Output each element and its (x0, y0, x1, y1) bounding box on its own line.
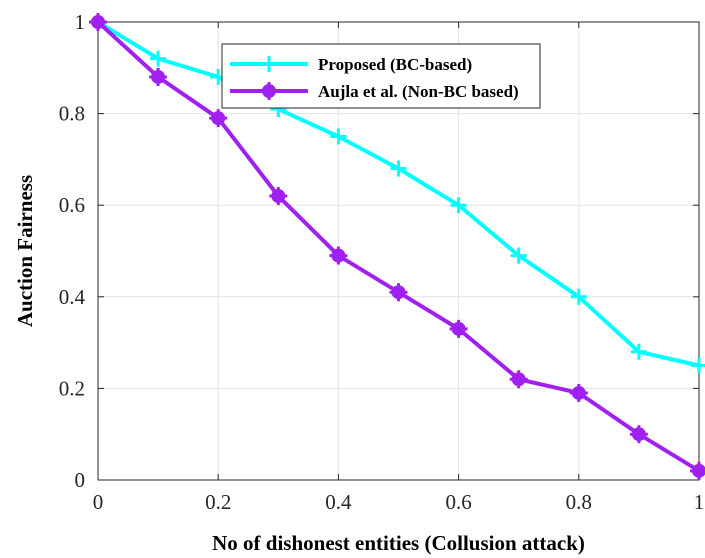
data-point-series-2 (389, 283, 408, 302)
y-tick-label: 1 (75, 10, 86, 34)
y-tick-label: 0 (75, 468, 86, 492)
legend: Proposed (BC-based) Aujla et al. (Non-BC … (221, 43, 541, 109)
y-tick-label: 0.2 (59, 376, 85, 400)
legend-marker (261, 56, 277, 72)
data-point-series-1 (150, 50, 167, 67)
data-point-series-2 (569, 383, 588, 402)
x-tick-label: 0.6 (445, 490, 471, 514)
data-point-series-1 (450, 197, 467, 214)
data-point-series-2 (209, 109, 228, 128)
legend-entry-label: Proposed (BC-based) (318, 55, 472, 74)
x-axis-title: No of dishonest entities (Collusion atta… (212, 531, 585, 555)
x-tick-label: 0.4 (325, 490, 352, 514)
x-tick-label: 0.8 (566, 490, 592, 514)
legend-entry-label: Aujla et al. (Non-BC based) (318, 82, 519, 101)
data-point-series-2 (149, 67, 168, 86)
legend-marker (260, 82, 278, 100)
data-point-series-2 (690, 461, 705, 480)
data-point-series-1 (390, 160, 407, 177)
data-point-series-2 (269, 187, 288, 206)
data-point-series-2 (329, 246, 348, 265)
x-tick-label: 0.2 (205, 490, 231, 514)
plot-frame (97, 21, 700, 481)
data-point-series-2 (89, 13, 107, 31)
data-point-series-1 (570, 288, 587, 305)
x-tick-label: 0 (93, 490, 104, 514)
legend-box (221, 43, 541, 109)
data-point-series-1 (330, 128, 347, 145)
data-point-series-2 (629, 425, 648, 444)
data-point-series-1 (691, 357, 705, 374)
series-layer (89, 13, 705, 480)
y-axis-title: Auction Fairness (13, 175, 37, 327)
data-point-series-2 (449, 319, 468, 338)
axis-ticks: 0 0.2 0.4 0.6 0.8 1 0 0.2 0.4 0.6 0.8 1 (59, 10, 705, 514)
data-point-series-1 (510, 247, 527, 264)
y-tick-label: 0.4 (59, 285, 86, 309)
y-tick-label: 0.6 (59, 193, 85, 217)
y-tick-label: 0.8 (59, 102, 85, 126)
data-point-series-2 (509, 370, 528, 389)
data-point-series-1 (630, 343, 647, 360)
x-tick-label: 1 (694, 490, 705, 514)
